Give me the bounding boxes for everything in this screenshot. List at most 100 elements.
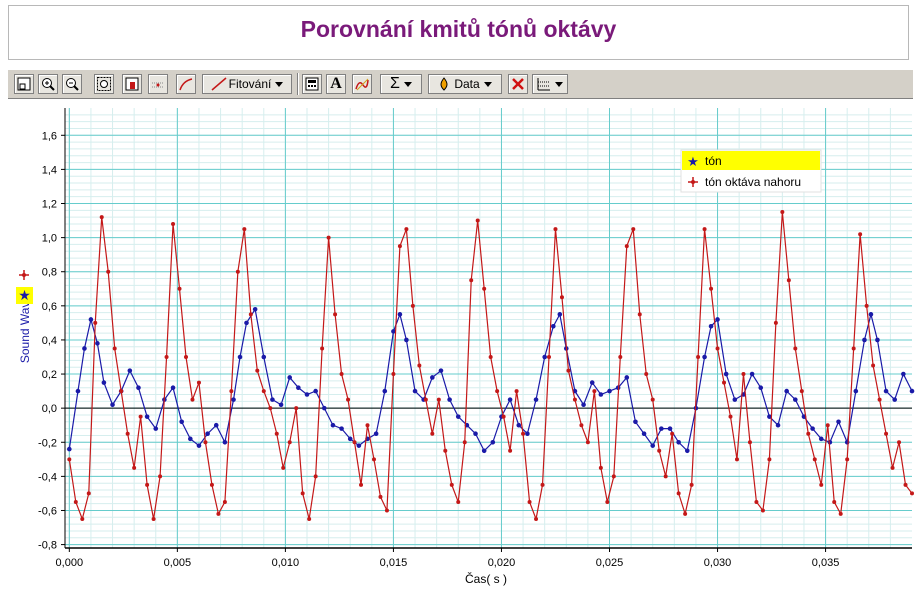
data-point — [741, 372, 746, 377]
data-point — [417, 363, 422, 368]
toolbar: Fitování A Σ Data — [8, 69, 913, 99]
data-point — [346, 397, 351, 402]
data-point — [222, 439, 228, 445]
graph-options-dropdown[interactable] — [532, 74, 568, 94]
series-ton — [67, 306, 915, 454]
data-point — [106, 269, 111, 274]
data-point — [482, 286, 487, 291]
x-axis-label: Čas( s ) — [465, 571, 507, 586]
data-point — [836, 419, 841, 425]
x-tick-labels: 0,000 0,005 0,010 0,015 0,020 0,025 0,030 0,035 — [56, 548, 839, 569]
data-point — [715, 346, 720, 351]
data-point — [313, 388, 318, 394]
data-point — [508, 448, 513, 453]
x-tick-label: 0,030 — [704, 557, 732, 569]
data-point — [326, 235, 331, 240]
data-point — [296, 385, 301, 390]
data-point — [203, 440, 208, 445]
zoom-out-icon[interactable] — [62, 74, 82, 94]
data-point — [845, 457, 850, 462]
legend-highlight — [682, 151, 820, 170]
data-point — [244, 320, 249, 326]
data-point — [611, 474, 616, 479]
data-point — [213, 422, 219, 428]
zoom-region-icon[interactable] — [94, 74, 114, 94]
data-point — [507, 397, 513, 402]
examine-icon[interactable] — [122, 74, 142, 94]
tangent-icon[interactable] — [148, 74, 168, 94]
star-icon: ★ — [687, 154, 699, 169]
autoscale-icon[interactable] — [14, 74, 34, 94]
data-point — [196, 443, 202, 448]
data-icon — [440, 77, 448, 91]
data-point — [82, 346, 87, 351]
data-dropdown[interactable]: Data — [428, 74, 502, 94]
delete-icon[interactable] — [508, 74, 528, 94]
calculator-icon[interactable] — [302, 74, 322, 94]
data-point — [901, 371, 906, 377]
x-tick-label: 0,020 — [488, 557, 516, 569]
data-point — [818, 436, 824, 442]
data-point — [663, 474, 668, 479]
data-point — [760, 508, 765, 513]
data-point — [278, 402, 284, 408]
graph-options-icon — [537, 78, 550, 91]
data-point — [371, 457, 376, 462]
data-point — [347, 436, 353, 442]
data-point — [281, 465, 286, 470]
data-point — [747, 440, 752, 445]
y-tick-label: -0,2 — [38, 437, 57, 449]
curve-fit-icon — [211, 77, 227, 91]
data-point — [119, 389, 124, 394]
text-annotation-button[interactable]: A — [326, 74, 346, 94]
data-point — [397, 244, 402, 249]
draw-prediction-icon[interactable] — [352, 74, 372, 94]
data-point — [775, 422, 781, 428]
data-point — [359, 482, 364, 487]
data-point — [909, 388, 915, 394]
data-point — [209, 482, 214, 487]
series-ton-oktava — [67, 210, 914, 522]
y-tick-label: 1,6 — [42, 130, 57, 142]
data-point — [728, 414, 733, 419]
fit-dropdown[interactable]: Fitování — [202, 74, 292, 94]
data-point — [339, 372, 344, 377]
data-point — [222, 499, 227, 504]
y-axis-label: Sound Wave — [18, 295, 32, 364]
data-point — [897, 440, 902, 445]
legend[interactable]: ★ tón tón oktáva nahoru — [680, 149, 822, 193]
zoom-in-icon[interactable] — [38, 74, 58, 94]
y-tick-label: 0,4 — [42, 335, 57, 347]
data-point — [110, 402, 115, 408]
data-point — [188, 436, 193, 442]
data-point — [892, 397, 898, 402]
data-point — [689, 482, 694, 487]
data-point — [862, 337, 867, 343]
data-point — [356, 443, 362, 448]
data-point — [605, 499, 610, 504]
data-point — [521, 431, 526, 436]
data-point — [793, 346, 798, 351]
y-tick-label: 0,8 — [42, 267, 57, 279]
data-point — [404, 337, 409, 343]
data-point — [534, 517, 539, 522]
statistics-dropdown[interactable]: Σ — [380, 74, 422, 94]
data-point — [877, 397, 882, 402]
data-point — [430, 375, 435, 380]
data-point — [732, 397, 738, 402]
data-point — [659, 426, 664, 431]
data-point — [449, 482, 454, 487]
data-point — [516, 422, 522, 428]
data-point — [132, 465, 137, 470]
data-point — [170, 385, 176, 390]
sound-wave-chart[interactable]: 0,000 0,005 0,010 0,015 0,020 0,025 0,030 0,035… — [0, 100, 920, 600]
data-point — [734, 457, 739, 462]
line-tool-icon[interactable] — [176, 74, 196, 94]
data-point — [330, 422, 336, 428]
data-point — [553, 227, 558, 232]
data-point — [127, 368, 133, 373]
data-point — [832, 499, 837, 504]
data-point — [758, 385, 764, 390]
data-point — [136, 385, 141, 390]
data-point — [637, 312, 642, 317]
